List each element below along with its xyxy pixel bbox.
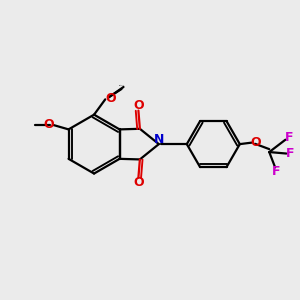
Text: N: N (154, 133, 164, 146)
Text: F: F (285, 131, 293, 144)
Text: O: O (250, 136, 261, 148)
Text: F: F (286, 147, 294, 160)
Text: methoxy: methoxy (119, 85, 125, 86)
Text: O: O (133, 176, 144, 189)
Text: O: O (43, 118, 54, 131)
Text: O: O (133, 99, 144, 112)
Text: F: F (272, 165, 281, 178)
Text: O: O (105, 92, 116, 105)
